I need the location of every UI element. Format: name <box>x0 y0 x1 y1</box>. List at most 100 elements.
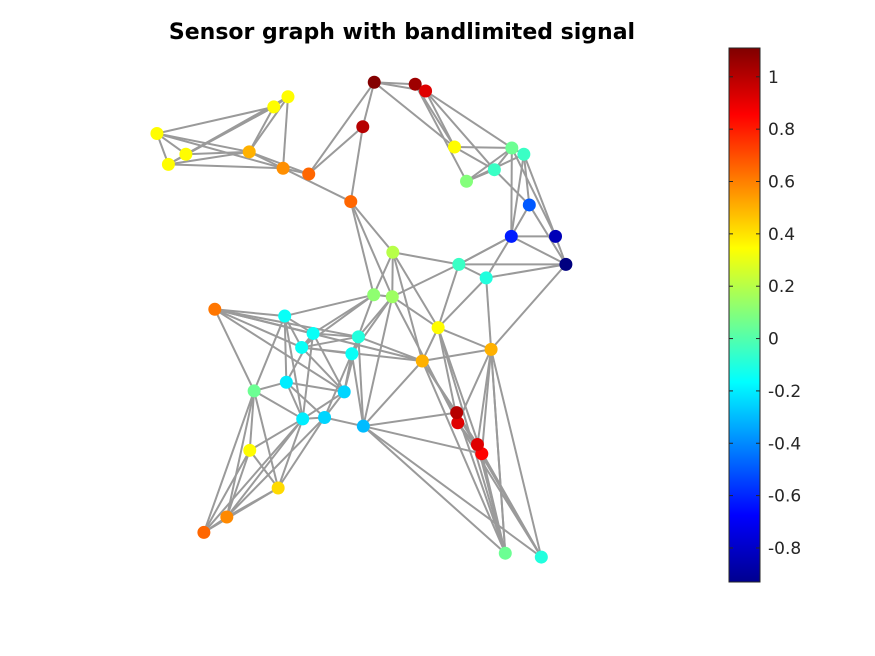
graph-edge <box>421 360 507 554</box>
graph-node <box>479 271 493 285</box>
graph-edge <box>422 348 492 362</box>
graph-edge <box>156 132 250 153</box>
graph-edge <box>490 349 543 558</box>
graph-edge <box>485 277 493 350</box>
graph-node <box>247 384 261 398</box>
graph-edge <box>414 83 468 182</box>
graph-edge <box>476 444 507 554</box>
graph-edge <box>214 308 345 393</box>
graph-edge <box>424 90 496 171</box>
graph-edge <box>350 353 365 427</box>
graph-edge <box>425 90 513 149</box>
graph-edge <box>486 263 567 279</box>
graph-edge <box>362 360 424 427</box>
graph-edge <box>225 449 251 518</box>
colorbar-tick-label: 0.4 <box>768 225 795 245</box>
graph-node <box>415 354 429 368</box>
graph-edge <box>203 418 304 534</box>
graph-node <box>408 77 422 91</box>
graph-node <box>385 290 399 304</box>
graph-edges <box>156 81 567 558</box>
colorbar-tick-label: 1 <box>768 68 779 88</box>
graph-node <box>306 326 320 340</box>
graph-node <box>517 147 531 161</box>
graph-node <box>431 321 445 335</box>
graph-node <box>450 406 464 420</box>
graph-node <box>448 140 462 154</box>
graph-edge <box>510 154 525 237</box>
graph-edge <box>253 390 304 420</box>
colorbar-tick-label: -0.2 <box>768 382 801 402</box>
graph-edge <box>156 105 275 135</box>
graph-edge <box>372 251 394 296</box>
graph-node <box>208 302 222 316</box>
graph-node <box>559 257 573 271</box>
colorbar-tick-label: 0.2 <box>768 277 795 297</box>
graph-edge <box>203 449 251 533</box>
graph-edge <box>313 332 359 338</box>
graph-node <box>197 525 211 539</box>
graph-node <box>470 438 484 452</box>
graph-edge <box>248 96 289 153</box>
graph-edge <box>225 390 256 518</box>
graph-edge <box>485 235 513 279</box>
graph-node <box>460 174 474 188</box>
graph-edge <box>510 147 513 237</box>
graph-node <box>451 416 465 430</box>
graph-edge <box>454 146 512 149</box>
graph-edge <box>490 349 507 554</box>
graph-node <box>318 410 332 424</box>
graph-edge <box>226 416 326 518</box>
graph-edge <box>373 81 456 148</box>
graph-node <box>344 195 358 209</box>
graph-edge <box>323 353 353 418</box>
graph-edge <box>301 346 352 355</box>
graph-edge <box>307 81 376 175</box>
graph-node <box>534 550 548 564</box>
graph-edge <box>437 264 460 328</box>
graph-node <box>419 84 433 98</box>
graph-edge <box>349 201 394 298</box>
graph-edge <box>300 346 345 393</box>
graph-edge <box>362 296 394 427</box>
graph-edge <box>455 412 543 558</box>
graph-edge <box>249 418 304 452</box>
graph-node <box>356 419 370 433</box>
graph-edge <box>362 425 506 554</box>
graph-edge <box>285 381 304 420</box>
colorbar-tick-label: 0.8 <box>768 120 795 140</box>
graph-edge <box>285 381 326 419</box>
graph-edge <box>437 277 487 329</box>
graph-edge <box>248 390 256 451</box>
graph-edge <box>392 251 460 266</box>
graph-edge <box>282 167 352 203</box>
graph-edge <box>214 308 303 349</box>
graph-edge <box>253 315 286 392</box>
graph-edge <box>349 200 394 253</box>
graph-edge <box>522 153 557 237</box>
graph-node <box>452 257 466 271</box>
colorbar-tick-label: 0 <box>768 330 779 350</box>
graph-node <box>367 288 381 302</box>
graph-node <box>505 141 519 155</box>
colorbar-ticks: -0.8 -0.6 -0.4 -0.2 0 0.2 0.4 0.6 0.8 1 <box>729 68 801 559</box>
graph-edge <box>302 391 345 420</box>
colorbar-gradient <box>728 47 761 583</box>
graph-edge <box>465 147 513 183</box>
colorbar-tick-label: -0.8 <box>768 539 801 559</box>
graph-node <box>295 340 309 354</box>
colorbar-tick-label: 0.6 <box>768 173 795 193</box>
graph-node <box>498 546 512 560</box>
graph-node <box>281 90 295 104</box>
graph-edge <box>424 90 456 148</box>
graph-edge <box>455 412 507 554</box>
graph-edge <box>357 336 365 427</box>
colorbar-tick-label: -0.6 <box>768 487 801 507</box>
graph-edge <box>522 154 531 206</box>
graph-edge <box>437 326 492 351</box>
graph-edge <box>391 263 460 298</box>
graph-edge <box>214 308 285 318</box>
graph-edge <box>301 335 359 349</box>
graph-edge <box>510 147 557 237</box>
graph-node <box>220 510 234 524</box>
